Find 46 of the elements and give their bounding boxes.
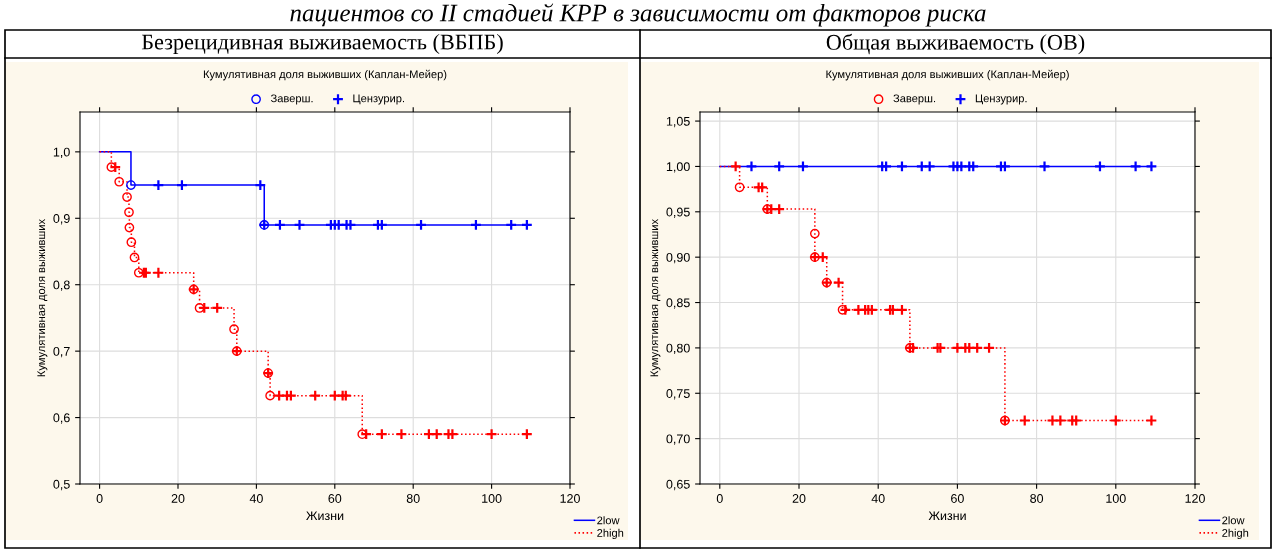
x-tick-label: 40 (249, 494, 263, 503)
legend-label: Цензурир. (353, 94, 405, 105)
text: пациентов со II стадией КРР в зависимости от факторов риска (290, 3, 986, 27)
y-tick-label: 1,00 (666, 162, 690, 173)
y-tick-label: 0,7 (53, 346, 70, 358)
legend-label: 2low (597, 516, 620, 525)
y-tick-label: 0,80 (666, 343, 690, 355)
y-tick-label: 0,90 (666, 252, 690, 264)
x-tick-label: 40 (871, 494, 885, 503)
y-axis-title: Кумулятивная доля выживших (37, 219, 48, 377)
x-tick-label: 0 (96, 494, 103, 503)
y-tick-label: 0,65 (666, 479, 690, 491)
chart-subtitle: Кумулятивная доля выживших (Каплан-Мейер) (203, 69, 447, 81)
y-tick-label: 0,70 (666, 434, 690, 445)
x-tick-label: 100 (482, 494, 502, 503)
x-axis-title: Жизни (928, 511, 966, 521)
legend-label: 2high (597, 528, 624, 540)
y-axis-title: Кумулятивная доля выживших (650, 219, 661, 377)
y-tick-label: 0,5 (53, 479, 70, 491)
y-tick-label: 0,75 (666, 389, 690, 400)
x-tick-label: 100 (1106, 494, 1126, 503)
chart-title: Безрецидивная выживаемость (ВБПБ) (141, 33, 503, 55)
y-tick-label: 0,85 (666, 298, 690, 309)
x-tick-label: 60 (951, 494, 964, 503)
x-tick-label: 20 (171, 494, 185, 503)
y-tick-label: 0,8 (53, 280, 70, 291)
y-tick-label: 0,9 (53, 214, 70, 225)
legend-label: 2low (1222, 516, 1245, 525)
y-tick-label: 1,05 (666, 116, 690, 128)
x-tick-label: 80 (406, 494, 420, 503)
x-tick-label: 60 (328, 494, 342, 503)
x-axis-title: Жизни (306, 511, 344, 521)
x-tick-label: 0 (716, 494, 723, 503)
y-tick-label: 0,6 (53, 413, 70, 424)
legend-label: 2high (1222, 528, 1249, 540)
x-tick-label: 120 (1185, 494, 1205, 503)
x-tick-label: 80 (1030, 494, 1044, 503)
x-tick-label: 120 (560, 494, 580, 503)
legend-label: Заверш. (893, 94, 936, 105)
x-tick-label: 20 (792, 494, 806, 503)
legend-label: Цензурир. (975, 94, 1027, 105)
legend-label: Заверш. (270, 94, 313, 105)
y-tick-label: 1,0 (53, 147, 70, 158)
y-tick-label: 0,95 (666, 207, 690, 218)
chart-subtitle: Кумулятивная доля выживших (Каплан-Мейер) (826, 69, 1069, 81)
chart-title: Общая выживаемость (ОВ) (826, 33, 1085, 55)
